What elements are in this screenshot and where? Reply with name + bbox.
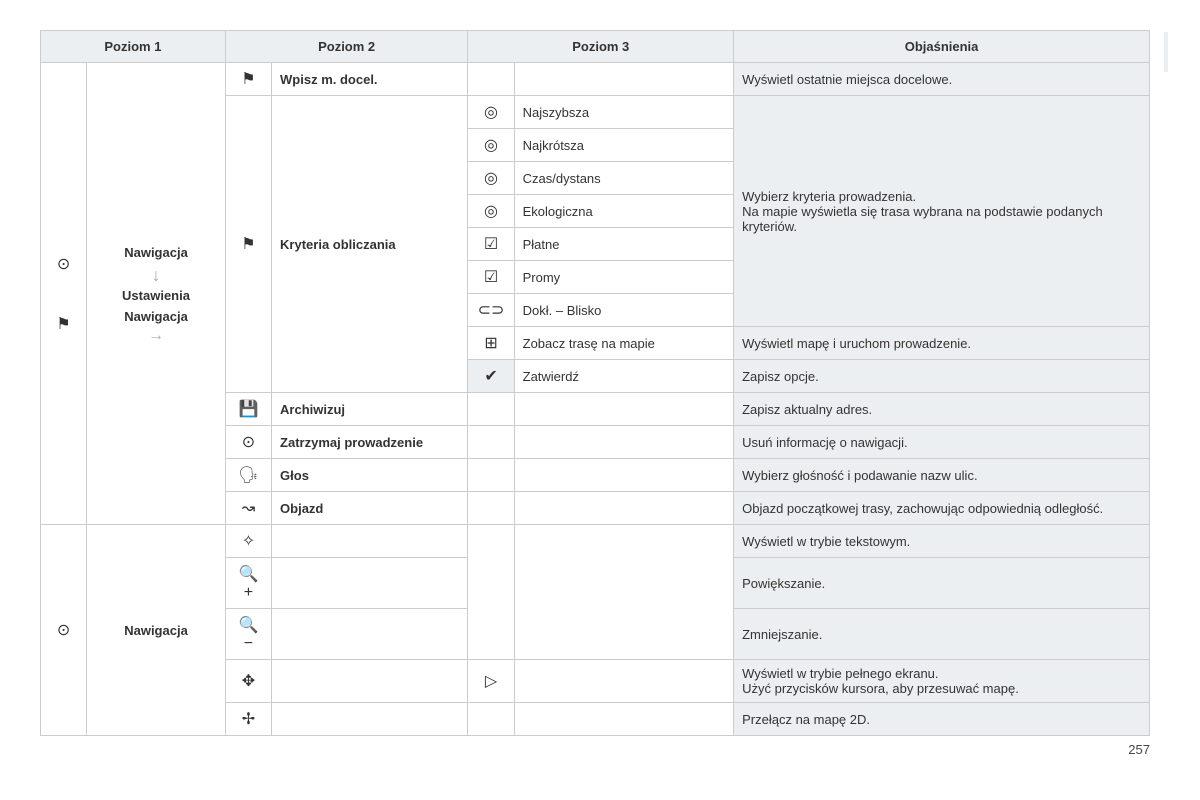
explanation-text: Wyświetl w trybie tekstowym. [734, 525, 1150, 558]
arrow-down-icon: ↓ [95, 266, 217, 284]
empty-cell [514, 393, 733, 426]
level2-label: Objazd [272, 492, 468, 525]
explanation-text: Objazd początkowej trasy, zachowując odp… [734, 492, 1150, 525]
compass-icon: ⊙ [41, 525, 87, 736]
radio-icon: ◎ [468, 162, 514, 195]
empty-cell [272, 525, 468, 558]
level3-label: Promy [514, 261, 733, 294]
radio-icon: ◎ [468, 129, 514, 162]
explanation-text: Powiększanie. [734, 558, 1150, 609]
empty-cell [468, 525, 514, 660]
level3-label: Dokł. – Blisko [514, 294, 733, 327]
flag-icon: ⚑ [49, 314, 78, 334]
zoom-in-icon: 🔍+ [225, 558, 271, 609]
level2-label: Kryteria obliczania [272, 96, 468, 393]
side-strip [1164, 32, 1168, 72]
empty-cell [514, 492, 733, 525]
explanation-text: Zapisz opcje. [734, 360, 1150, 393]
header-level1: Poziom 1 [41, 31, 226, 63]
level2-label: Głos [272, 459, 468, 492]
level2-label: Wpisz m. docel. [272, 63, 468, 96]
menu-table: Poziom 1 Poziom 2 Poziom 3 Objaśnienia ⊙… [40, 30, 1150, 736]
empty-cell [514, 459, 733, 492]
empty-cell [272, 609, 468, 660]
arrow-right-icon: → [95, 328, 217, 344]
empty-cell [468, 63, 514, 96]
empty-cell [514, 660, 733, 703]
zoom-out-icon: 🔍− [225, 609, 271, 660]
level3-label: Ekologiczna [514, 195, 733, 228]
empty-cell [272, 558, 468, 609]
compass-icon: ⊙ [49, 254, 78, 274]
radio-icon: ◎ [468, 195, 514, 228]
stop-guidance-icon: ⊙ [225, 426, 271, 459]
level3-label: Czas/dystans [514, 162, 733, 195]
level2-label: Archiwizuj [272, 393, 468, 426]
level3-label: Zobacz trasę na mapie [514, 327, 733, 360]
radio-icon: ◎ [468, 96, 514, 129]
explanation-text: Wybierz kryteria prowadzenia. Na mapie w… [734, 96, 1150, 327]
empty-cell [514, 703, 733, 736]
pan-icon: ✥ [225, 660, 271, 703]
header-row: Poziom 1 Poziom 2 Poziom 3 Objaśnienia [41, 31, 1150, 63]
checkbox-icon: ☑ [468, 228, 514, 261]
explanation-text: Wyświetl w trybie pełnego ekranu. Użyć p… [734, 660, 1150, 703]
header-level3: Poziom 3 [468, 31, 734, 63]
flag-icon: ⚑ [225, 63, 271, 96]
voice-icon: 🗣 [225, 459, 271, 492]
detour-icon: ↝ [225, 492, 271, 525]
level2-label: Zatrzymaj prowadzenie [272, 426, 468, 459]
empty-cell [514, 426, 733, 459]
empty-cell [468, 492, 514, 525]
table-row: ⊙ Nawigacja ✧ Wyświetl w trybie tekstowy… [41, 525, 1150, 558]
text-mode-icon: ✧ [225, 525, 271, 558]
empty-cell [468, 459, 514, 492]
explanation-text: Wyświetl ostatnie miejsca docelowe. [734, 63, 1150, 96]
empty-cell [514, 525, 733, 660]
play-icon: ▷ [468, 660, 514, 703]
level1-path: Nawigacja ↓ Ustawienia Nawigacja → [87, 63, 226, 525]
explanation-text: Zmniejszanie. [734, 609, 1150, 660]
empty-cell [468, 703, 514, 736]
map-2d-icon: ✢ [225, 703, 271, 736]
page-number: 257 [40, 742, 1150, 757]
empty-cell [514, 63, 733, 96]
explanation-text: Wybierz głośność i podawanie nazw ulic. [734, 459, 1150, 492]
level3-label: Płatne [514, 228, 733, 261]
empty-cell [272, 660, 468, 703]
empty-cell [468, 393, 514, 426]
level3-label: Zatwierdź [514, 360, 733, 393]
header-level2: Poziom 2 [225, 31, 468, 63]
header-explanations: Objaśnienia [734, 31, 1150, 63]
path-text: Nawigacja [124, 245, 188, 260]
explanation-text: Zapisz aktualny adres. [734, 393, 1150, 426]
explanation-text: Wyświetl mapę i uruchom prowadzenie. [734, 327, 1150, 360]
criteria-icon: ⚑ [225, 96, 271, 393]
level3-label: Najszybsza [514, 96, 733, 129]
slider-icon: ⊂⊃ [468, 294, 514, 327]
level3-label: Najkrótsza [514, 129, 733, 162]
save-icon: 💾 [225, 393, 271, 426]
empty-cell [272, 703, 468, 736]
explanation-text: Przełącz na mapę 2D. [734, 703, 1150, 736]
empty-cell [468, 426, 514, 459]
table-row: ⊙ ⚑ Nawigacja ↓ Ustawienia Nawigacja → ⚑… [41, 63, 1150, 96]
explanation-text: Usuń informację o nawigacji. [734, 426, 1150, 459]
map-icon: ⊞ [468, 327, 514, 360]
level1-title: Nawigacja [87, 525, 226, 736]
check-icon: ✔ [468, 360, 514, 393]
checkbox-icon: ☑ [468, 261, 514, 294]
level1-icon-cell: ⊙ ⚑ [41, 63, 87, 525]
path-text: Ustawienia Nawigacja [122, 288, 190, 324]
